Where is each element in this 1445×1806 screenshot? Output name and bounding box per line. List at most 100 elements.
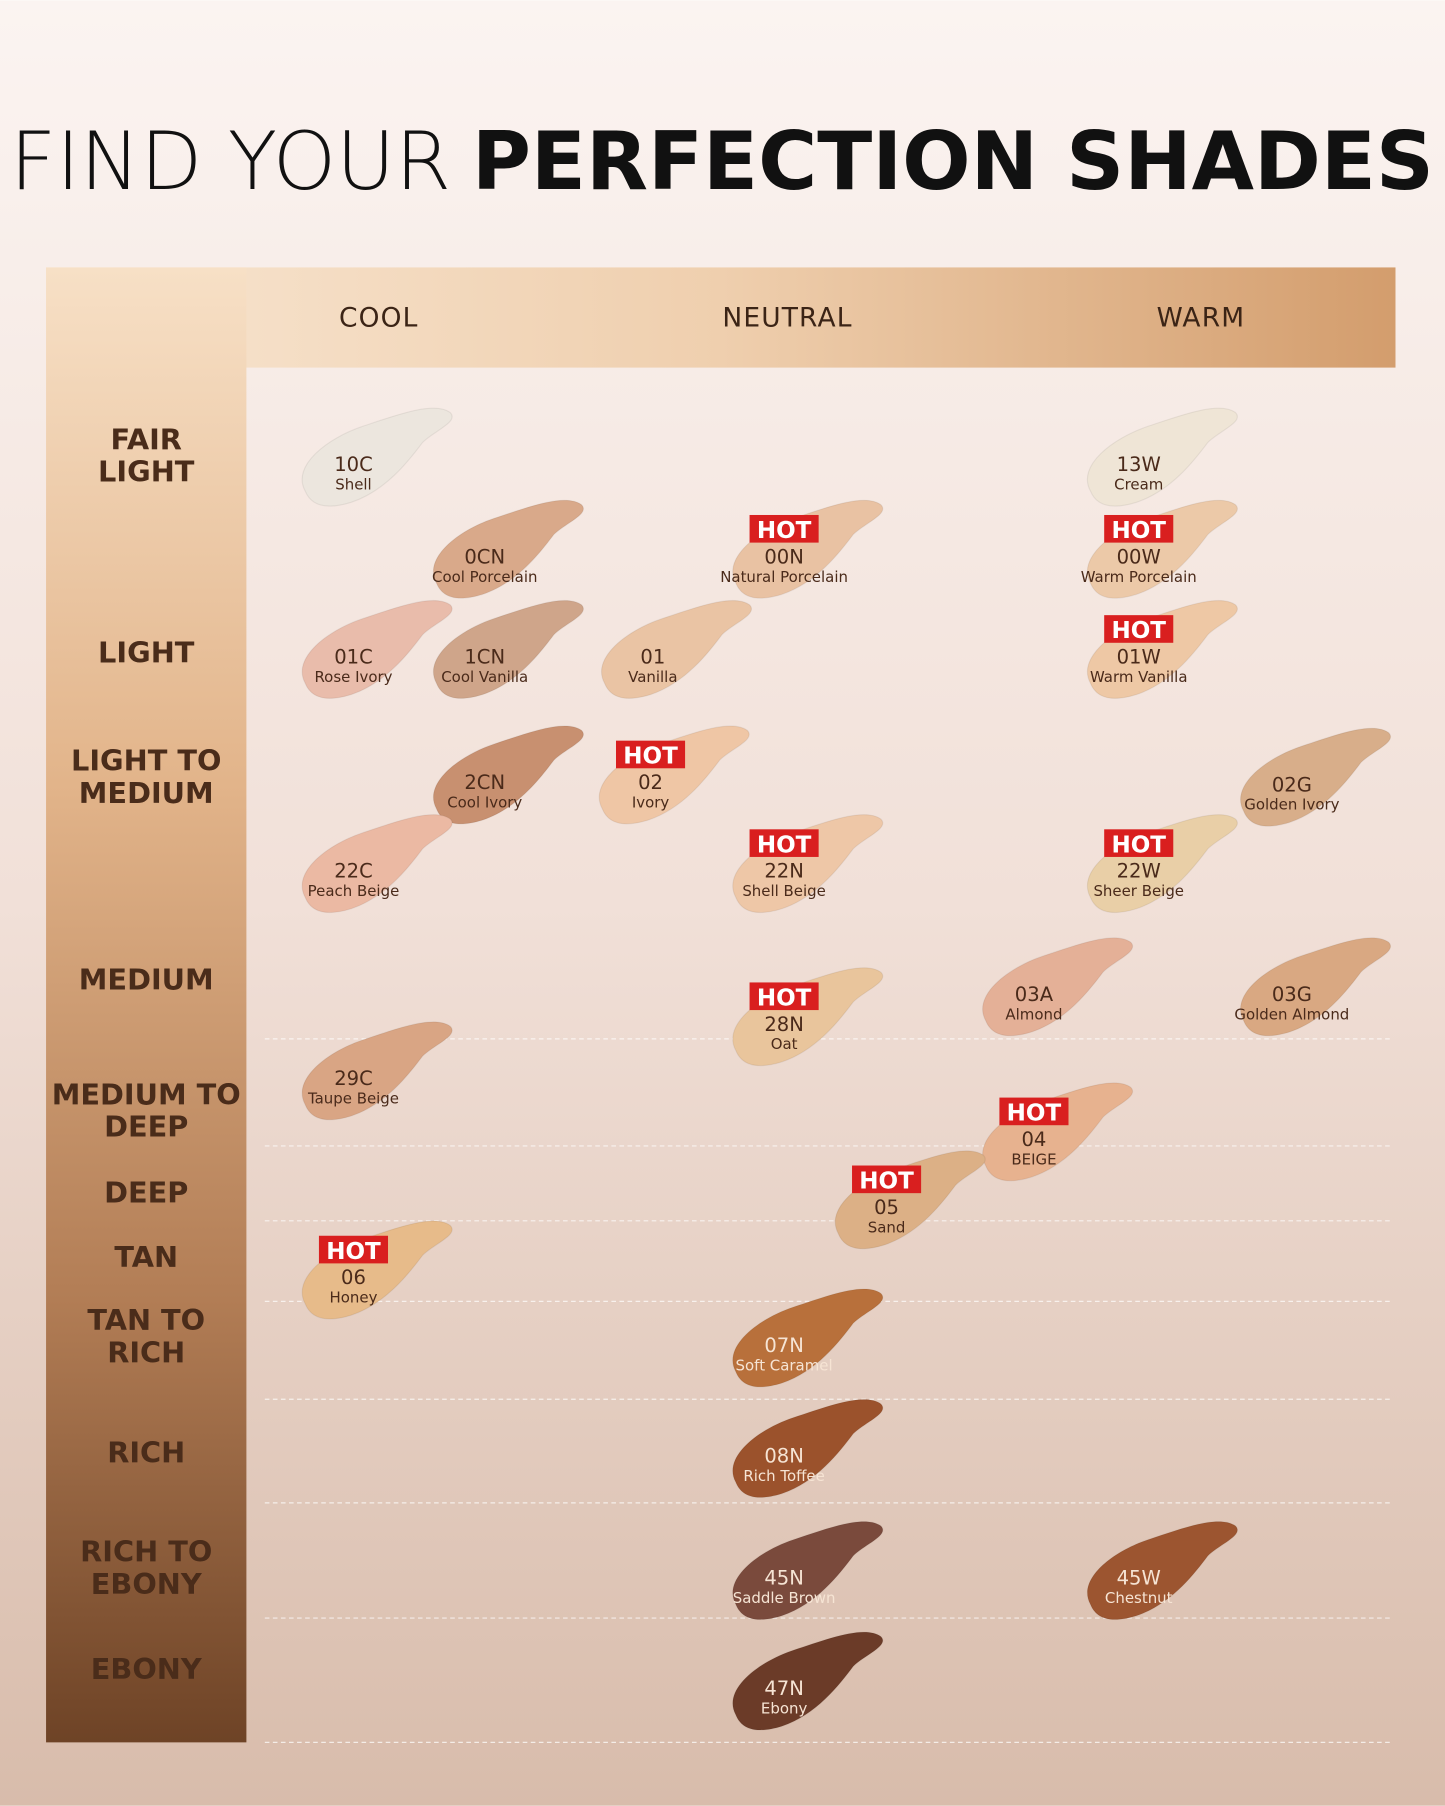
row-label-line: TAN [114, 1240, 178, 1274]
shade-name: Golden Ivory [1244, 796, 1339, 814]
row-label-line: RICH [107, 1335, 185, 1369]
row-label-line: MEDIUM [79, 776, 214, 810]
shade-code: 13W [1117, 453, 1161, 476]
shade-name: Rose Ivory [314, 668, 392, 686]
shade-code: 03A [1015, 983, 1054, 1006]
shade-code: 29C [334, 1067, 373, 1090]
shade-name: Peach Beige [308, 882, 400, 900]
row-label-line: RICH [107, 1436, 185, 1470]
hot-badge-text: HOT [1007, 1101, 1062, 1127]
column-header: WARM [1157, 303, 1246, 334]
shade-name: Soft Caramel [736, 1356, 833, 1374]
shade-code: 01C [334, 646, 373, 669]
shade-code: 02 [638, 771, 663, 794]
sidebar [46, 267, 247, 1743]
hot-badge [615, 740, 686, 769]
shade-name: Warm Porcelain [1081, 568, 1197, 586]
shade-name: Chestnut [1105, 1589, 1173, 1607]
row-label-line: TAN TO [87, 1303, 205, 1337]
row-label: LIGHT [98, 635, 195, 669]
shade-code: 28N [764, 1013, 804, 1036]
row-label: TAN TO RICH [87, 1303, 205, 1369]
hot-badge-text: HOT [326, 1239, 381, 1265]
shade-code: 22W [1117, 860, 1161, 883]
hot-badge-text: HOT [1111, 832, 1166, 858]
shade-name: Natural Porcelain [720, 568, 848, 586]
header-band [46, 267, 1396, 368]
hot-badge [852, 1165, 922, 1194]
shade-code: 06 [341, 1266, 366, 1289]
shade-code: 22C [334, 860, 373, 883]
shade-name: Ivory [632, 793, 670, 811]
row-label: EBONY [91, 1652, 203, 1686]
row-label-line: LIGHT [98, 455, 195, 489]
shade-code: 47N [764, 1677, 804, 1700]
shade-name: Taupe Beige [307, 1089, 399, 1107]
title: FIND YOUR PERFECTION SHADES [10, 115, 1434, 209]
shade-name: Oat [771, 1035, 798, 1053]
shade-name: Vanilla [628, 668, 677, 686]
shade-code: 10C [334, 453, 373, 476]
shade-name: Honey [330, 1289, 378, 1307]
row-label-line: MEDIUM TO [52, 1077, 241, 1111]
row-label: RICH [107, 1436, 185, 1470]
row-label: MEDIUM TO DEEP [52, 1077, 241, 1143]
shade-code: 01W [1117, 646, 1161, 669]
shade-code: 04 [1021, 1128, 1046, 1151]
swatch-blob [732, 1288, 884, 1388]
shade-code: 22N [764, 860, 804, 883]
shade-name: Cool Ivory [447, 793, 522, 811]
row-label-line: RICH TO [80, 1535, 212, 1569]
shade-name: Sand [868, 1218, 906, 1236]
shade-code: 00W [1117, 545, 1161, 568]
swatch-blob [982, 937, 1134, 1037]
swatch-blob [432, 725, 584, 825]
shade-name: Cool Porcelain [432, 568, 537, 586]
shade-name: Cool Vanilla [441, 668, 528, 686]
shade-code: 1CN [464, 646, 505, 669]
hot-badge [1104, 514, 1174, 543]
swatch-blob [301, 407, 453, 507]
hot-badge [1104, 615, 1174, 643]
swatch-blob [432, 599, 584, 699]
row-label-line: MEDIUM [79, 962, 214, 996]
shade-name: Ebony [761, 1700, 808, 1718]
shade-name: Rich Toffee [743, 1467, 824, 1485]
hot-badge [749, 982, 819, 1011]
row-label-line: DEEP [104, 1110, 188, 1144]
shade-code: 00N [764, 545, 804, 568]
shade-name: Cream [1114, 476, 1163, 494]
swatch-blob [1086, 407, 1238, 507]
swatch-blob [301, 1021, 453, 1121]
row-label: RICH TO EBONY [80, 1535, 212, 1601]
columns: COOL NEUTRAL WARM [339, 303, 1246, 334]
shade-name: Almond [1005, 1005, 1062, 1023]
shade-code: 05 [874, 1196, 899, 1219]
swatch-blob [732, 1399, 884, 1498]
row-label: MEDIUM [79, 962, 214, 996]
hot-badge-text: HOT [1111, 618, 1166, 644]
swatch-blob [732, 1631, 884, 1731]
